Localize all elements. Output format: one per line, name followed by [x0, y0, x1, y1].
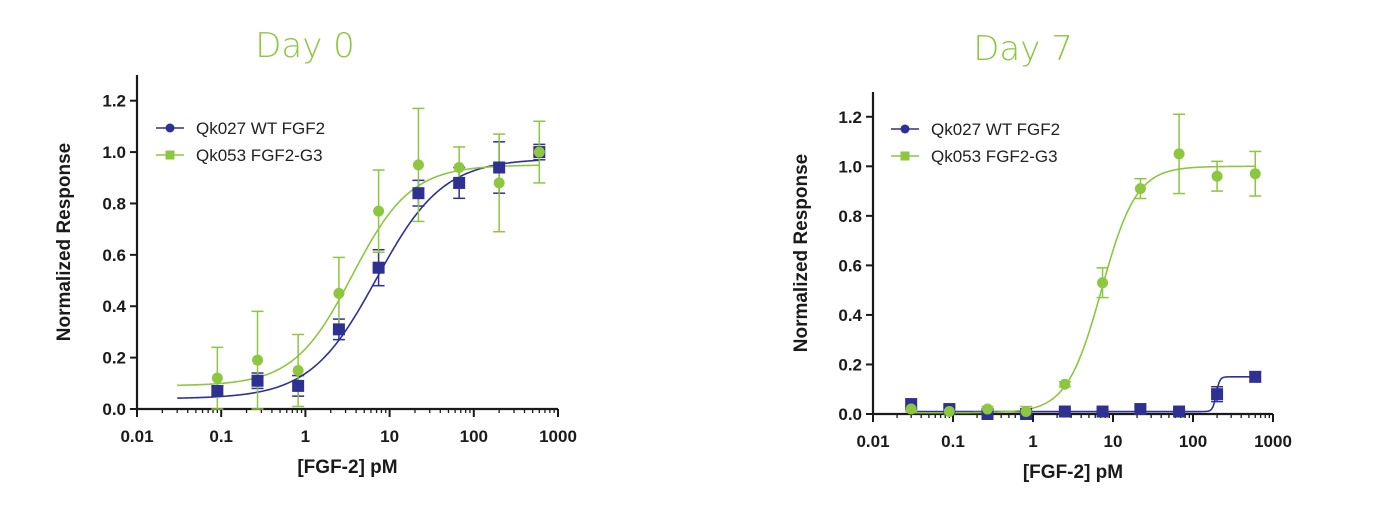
x-tick-label: 0.1	[941, 432, 965, 451]
y-tick-label: 0.4	[102, 297, 126, 316]
y-tick-label: 0.8	[838, 207, 862, 226]
y-tick-label: 0.4	[838, 306, 862, 325]
y-tick-label: 0.6	[838, 256, 862, 275]
x-tick-label: 1	[1028, 432, 1037, 451]
x-tick-label: 1	[301, 427, 310, 446]
data-point-square	[1134, 403, 1147, 416]
data-point-square	[292, 379, 305, 392]
data-point-circle	[1134, 183, 1146, 195]
data-point-circle	[533, 146, 545, 158]
data-point-square	[372, 261, 385, 274]
x-tick-label: 1000	[539, 427, 577, 446]
data-point-circle	[453, 161, 465, 173]
x-tick-label: 10	[380, 427, 399, 446]
legend-label: Qk027 WT FGF2	[196, 119, 325, 138]
y-tick-label: 0.0	[102, 400, 126, 419]
x-tick-label: 10	[1104, 432, 1123, 451]
legend-marker-circle	[900, 124, 910, 134]
x-tick-label: 1000	[1254, 432, 1292, 451]
data-point-square	[251, 374, 264, 387]
legend-marker-circle	[165, 123, 175, 133]
chart-day-0: Day 0 0.0 0.2 0.4 0.6 0.8 1.0 1.2 0.01 0.1 1 10 100 1…	[54, 26, 577, 478]
data-point-square	[453, 176, 466, 189]
chart-day-7: Day 7 0.0 0.2 0.4 0.6 0.8 1.0 1.2 0.01 0.1 1 10 100 1…	[791, 29, 1292, 483]
data-point-circle	[333, 287, 345, 299]
y-tick-label: 1.2	[838, 108, 862, 127]
legend-label: Qk053 FGF2-G3	[196, 146, 323, 165]
data-point-circle	[211, 372, 223, 384]
y-tick-label: 0.8	[102, 194, 126, 213]
data-point-circle	[1249, 168, 1261, 180]
data-point-circle	[292, 364, 304, 376]
x-tick-label: 0.01	[856, 432, 889, 451]
data-point-square	[332, 323, 345, 336]
legend-label: Qk027 WT FGF2	[931, 120, 1060, 139]
data-point-circle	[905, 403, 917, 415]
data-point-circle	[493, 177, 505, 189]
chart-title: Day 7	[973, 29, 1073, 69]
y-tick-label: 1.0	[838, 157, 862, 176]
data-point-circle	[412, 159, 424, 171]
y-tick-label: 1.0	[102, 143, 126, 162]
y-axis-label: Normalized Response	[54, 143, 75, 342]
data-point-square	[1249, 370, 1262, 383]
x-tick-label: 100	[1179, 432, 1207, 451]
x-tick-label: 100	[460, 427, 488, 446]
data-point-circle	[943, 406, 955, 418]
data-point-circle	[982, 403, 994, 415]
fit-curve	[177, 159, 540, 399]
data-point-square	[1096, 405, 1109, 418]
data-point-circle	[1173, 148, 1185, 160]
legend-marker-square	[165, 150, 175, 160]
data-point-square	[1211, 388, 1224, 401]
y-tick-label: 0.6	[102, 246, 126, 265]
x-tick-label: 0.1	[209, 427, 233, 446]
fit-curve	[911, 165, 1256, 414]
y-tick-label: 1.2	[102, 92, 126, 111]
y-axis-label: Normalized Response	[791, 154, 812, 353]
fit-curve	[177, 164, 540, 387]
fit-curve	[911, 376, 1256, 413]
data-point-circle	[1020, 406, 1032, 418]
chart-title: Day 0	[255, 26, 355, 66]
y-tick-label: 0.2	[102, 349, 126, 368]
legend-label: Qk053 FGF2-G3	[931, 147, 1058, 166]
data-point-circle	[373, 205, 385, 217]
data-point-square	[412, 187, 425, 200]
data-point-square	[211, 385, 224, 398]
x-axis-label: [FGF-2] pM	[297, 457, 397, 478]
data-point-circle	[1097, 277, 1109, 289]
data-point-square	[1173, 405, 1186, 418]
x-axis-label: [FGF-2] pM	[1023, 462, 1123, 483]
y-tick-label: 0.0	[838, 405, 862, 424]
data-point-circle	[1211, 170, 1223, 182]
data-point-circle	[1059, 378, 1071, 390]
data-point-square	[493, 161, 506, 174]
y-tick-label: 0.2	[838, 355, 862, 374]
x-tick-label: 0.01	[120, 427, 153, 446]
data-point-square	[1058, 405, 1071, 418]
data-point-circle	[252, 354, 264, 366]
legend-marker-square	[900, 151, 910, 161]
